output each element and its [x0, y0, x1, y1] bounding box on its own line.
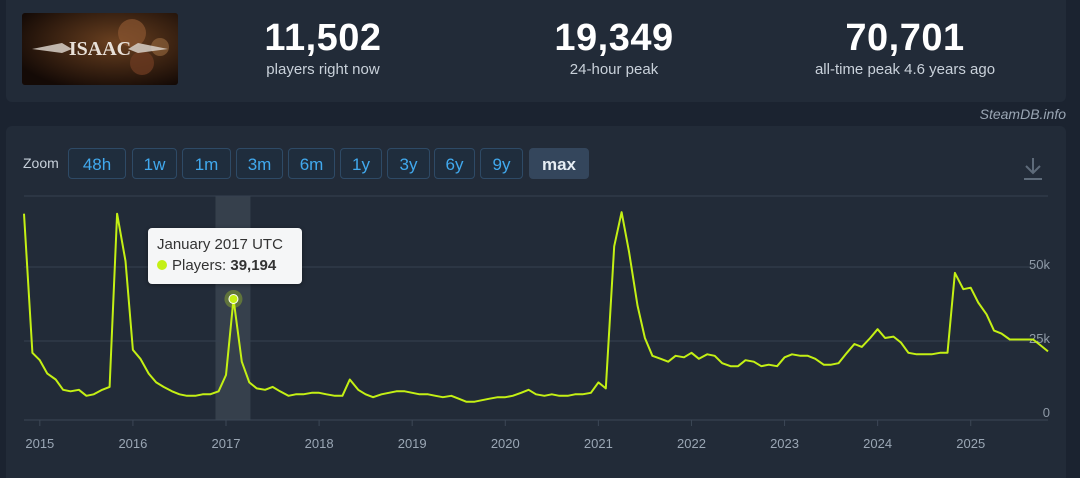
current-players-label: players right now	[266, 61, 380, 78]
highlight-point	[228, 293, 239, 304]
all-time-peak-label: all-time peak 4.6 years ago	[814, 61, 996, 78]
x-tick-label: 2017	[212, 436, 241, 451]
x-tick-label: 2024	[863, 436, 892, 451]
y-tick-label: 25k	[1029, 331, 1050, 346]
tooltip-series-label: Players:	[172, 257, 227, 274]
stat-current-players: 11,502 players right now	[230, 16, 416, 80]
zoom-1m-button[interactable]: 1m	[182, 148, 231, 179]
x-tick-label: 2021	[584, 436, 613, 451]
all-time-peak-value: 70,701	[845, 17, 965, 59]
chart-panel	[6, 126, 1066, 478]
y-tick-label: 0	[1043, 405, 1050, 420]
x-tick-label: 2025	[956, 436, 985, 451]
tooltip-title: January 2017 UTC	[157, 236, 283, 253]
24h-peak-label: 24-hour peak	[569, 61, 659, 78]
stats-bar	[6, 0, 1066, 102]
zoom-3y-button[interactable]: 3y	[387, 148, 430, 179]
game-logo-art: ISAAC	[22, 13, 178, 85]
zoom-3m-button[interactable]: 3m	[236, 148, 283, 179]
x-tick-label: 2023	[770, 436, 799, 451]
chart-tooltip: January 2017 UTC Players: 39,194	[148, 228, 302, 284]
tooltip-value: 39,194	[230, 257, 277, 274]
stat-24h-peak: 19,349 24-hour peak	[520, 16, 708, 80]
zoom-9y-button[interactable]: 9y	[480, 148, 523, 179]
stat-all-time-peak: 70,701 all-time peak 4.6 years ago	[790, 16, 1020, 80]
zoom-1w-button[interactable]: 1w	[132, 148, 177, 179]
x-tick-label: 2016	[118, 436, 147, 451]
current-players-value: 11,502	[264, 17, 382, 59]
download-icon[interactable]	[1020, 155, 1046, 183]
game-logo-title: ISAAC	[69, 38, 131, 60]
24h-peak-value: 19,349	[554, 17, 674, 59]
x-tick-label: 2020	[491, 436, 520, 451]
game-logo[interactable]: ISAAC	[22, 13, 178, 85]
series-dot-icon	[157, 260, 167, 270]
zoom-max-button[interactable]: max	[529, 148, 589, 179]
series-line-players	[23, 211, 1049, 403]
zoom-48h-button[interactable]: 48h	[68, 148, 126, 179]
x-tick-label: 2019	[398, 436, 427, 451]
x-tick-label: 2015	[25, 436, 54, 451]
zoom-label: Zoom	[23, 155, 59, 171]
x-tick-label: 2018	[305, 436, 334, 451]
zoom-6y-button[interactable]: 6y	[434, 148, 475, 179]
zoom-1y-button[interactable]: 1y	[340, 148, 382, 179]
x-tick-label: 2022	[677, 436, 706, 451]
source-credit[interactable]: SteamDB.info	[979, 106, 1066, 122]
tooltip-row: Players: 39,194	[157, 257, 276, 274]
zoom-6m-button[interactable]: 6m	[288, 148, 335, 179]
y-tick-label: 50k	[1029, 257, 1050, 272]
